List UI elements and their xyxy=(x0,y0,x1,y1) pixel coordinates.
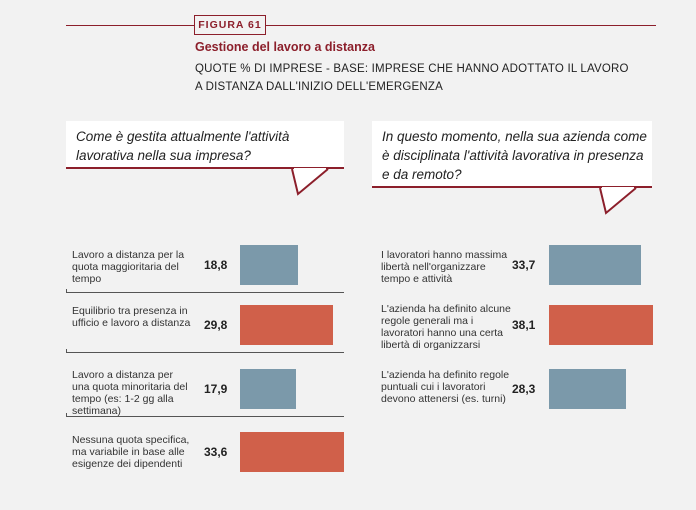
category-label: Nessuna quota specifica, ma variabile in… xyxy=(72,434,190,470)
value-label: 38,1 xyxy=(512,318,536,332)
figure-title: Gestione del lavoro a distanza xyxy=(195,40,375,54)
category-label: Lavoro a distanza per una quota minorita… xyxy=(72,369,188,417)
value-label: 28,3 xyxy=(512,382,536,396)
category-label: L'azienda ha definito regole puntuali cu… xyxy=(381,369,510,405)
right-question-text: In questo momento, nella sua azienda com… xyxy=(382,129,647,182)
row-separator xyxy=(66,289,344,293)
category-label: Lavoro a distanza per la quota maggiorit… xyxy=(72,249,185,285)
left-question-bubble: Come è gestita attualmente l'attività la… xyxy=(66,121,344,169)
bar xyxy=(240,432,345,472)
row-separator xyxy=(66,413,344,417)
value-label: 29,8 xyxy=(204,318,228,332)
top-rule xyxy=(66,25,656,26)
value-label: 17,9 xyxy=(204,382,228,396)
bar xyxy=(240,305,333,345)
left-bubble-tail xyxy=(291,168,329,196)
figure-badge: FIGURA 61 xyxy=(194,15,266,35)
figure-subtitle: QUOTE % DI IMPRESE - BASE: IMPRESE CHE H… xyxy=(195,63,629,93)
row-separator xyxy=(66,349,344,353)
right-bubble-tail xyxy=(599,187,637,215)
bar xyxy=(549,245,641,285)
bar xyxy=(549,305,653,345)
value-label: 33,7 xyxy=(512,258,536,272)
category-label: I lavoratori hanno massima libertà nell'… xyxy=(381,249,508,285)
bar xyxy=(240,369,296,409)
value-label: 33,6 xyxy=(204,445,228,459)
category-label: Equilibrio tra presenza in ufficio e lav… xyxy=(72,305,191,329)
bar xyxy=(240,245,299,285)
right-question-bubble: In questo momento, nella sua azienda com… xyxy=(372,121,652,188)
value-label: 18,8 xyxy=(204,258,228,272)
bar xyxy=(549,369,626,409)
left-question-text: Come è gestita attualmente l'attività la… xyxy=(76,129,290,163)
category-label: L'azienda ha definito alcune regole gene… xyxy=(381,303,511,351)
